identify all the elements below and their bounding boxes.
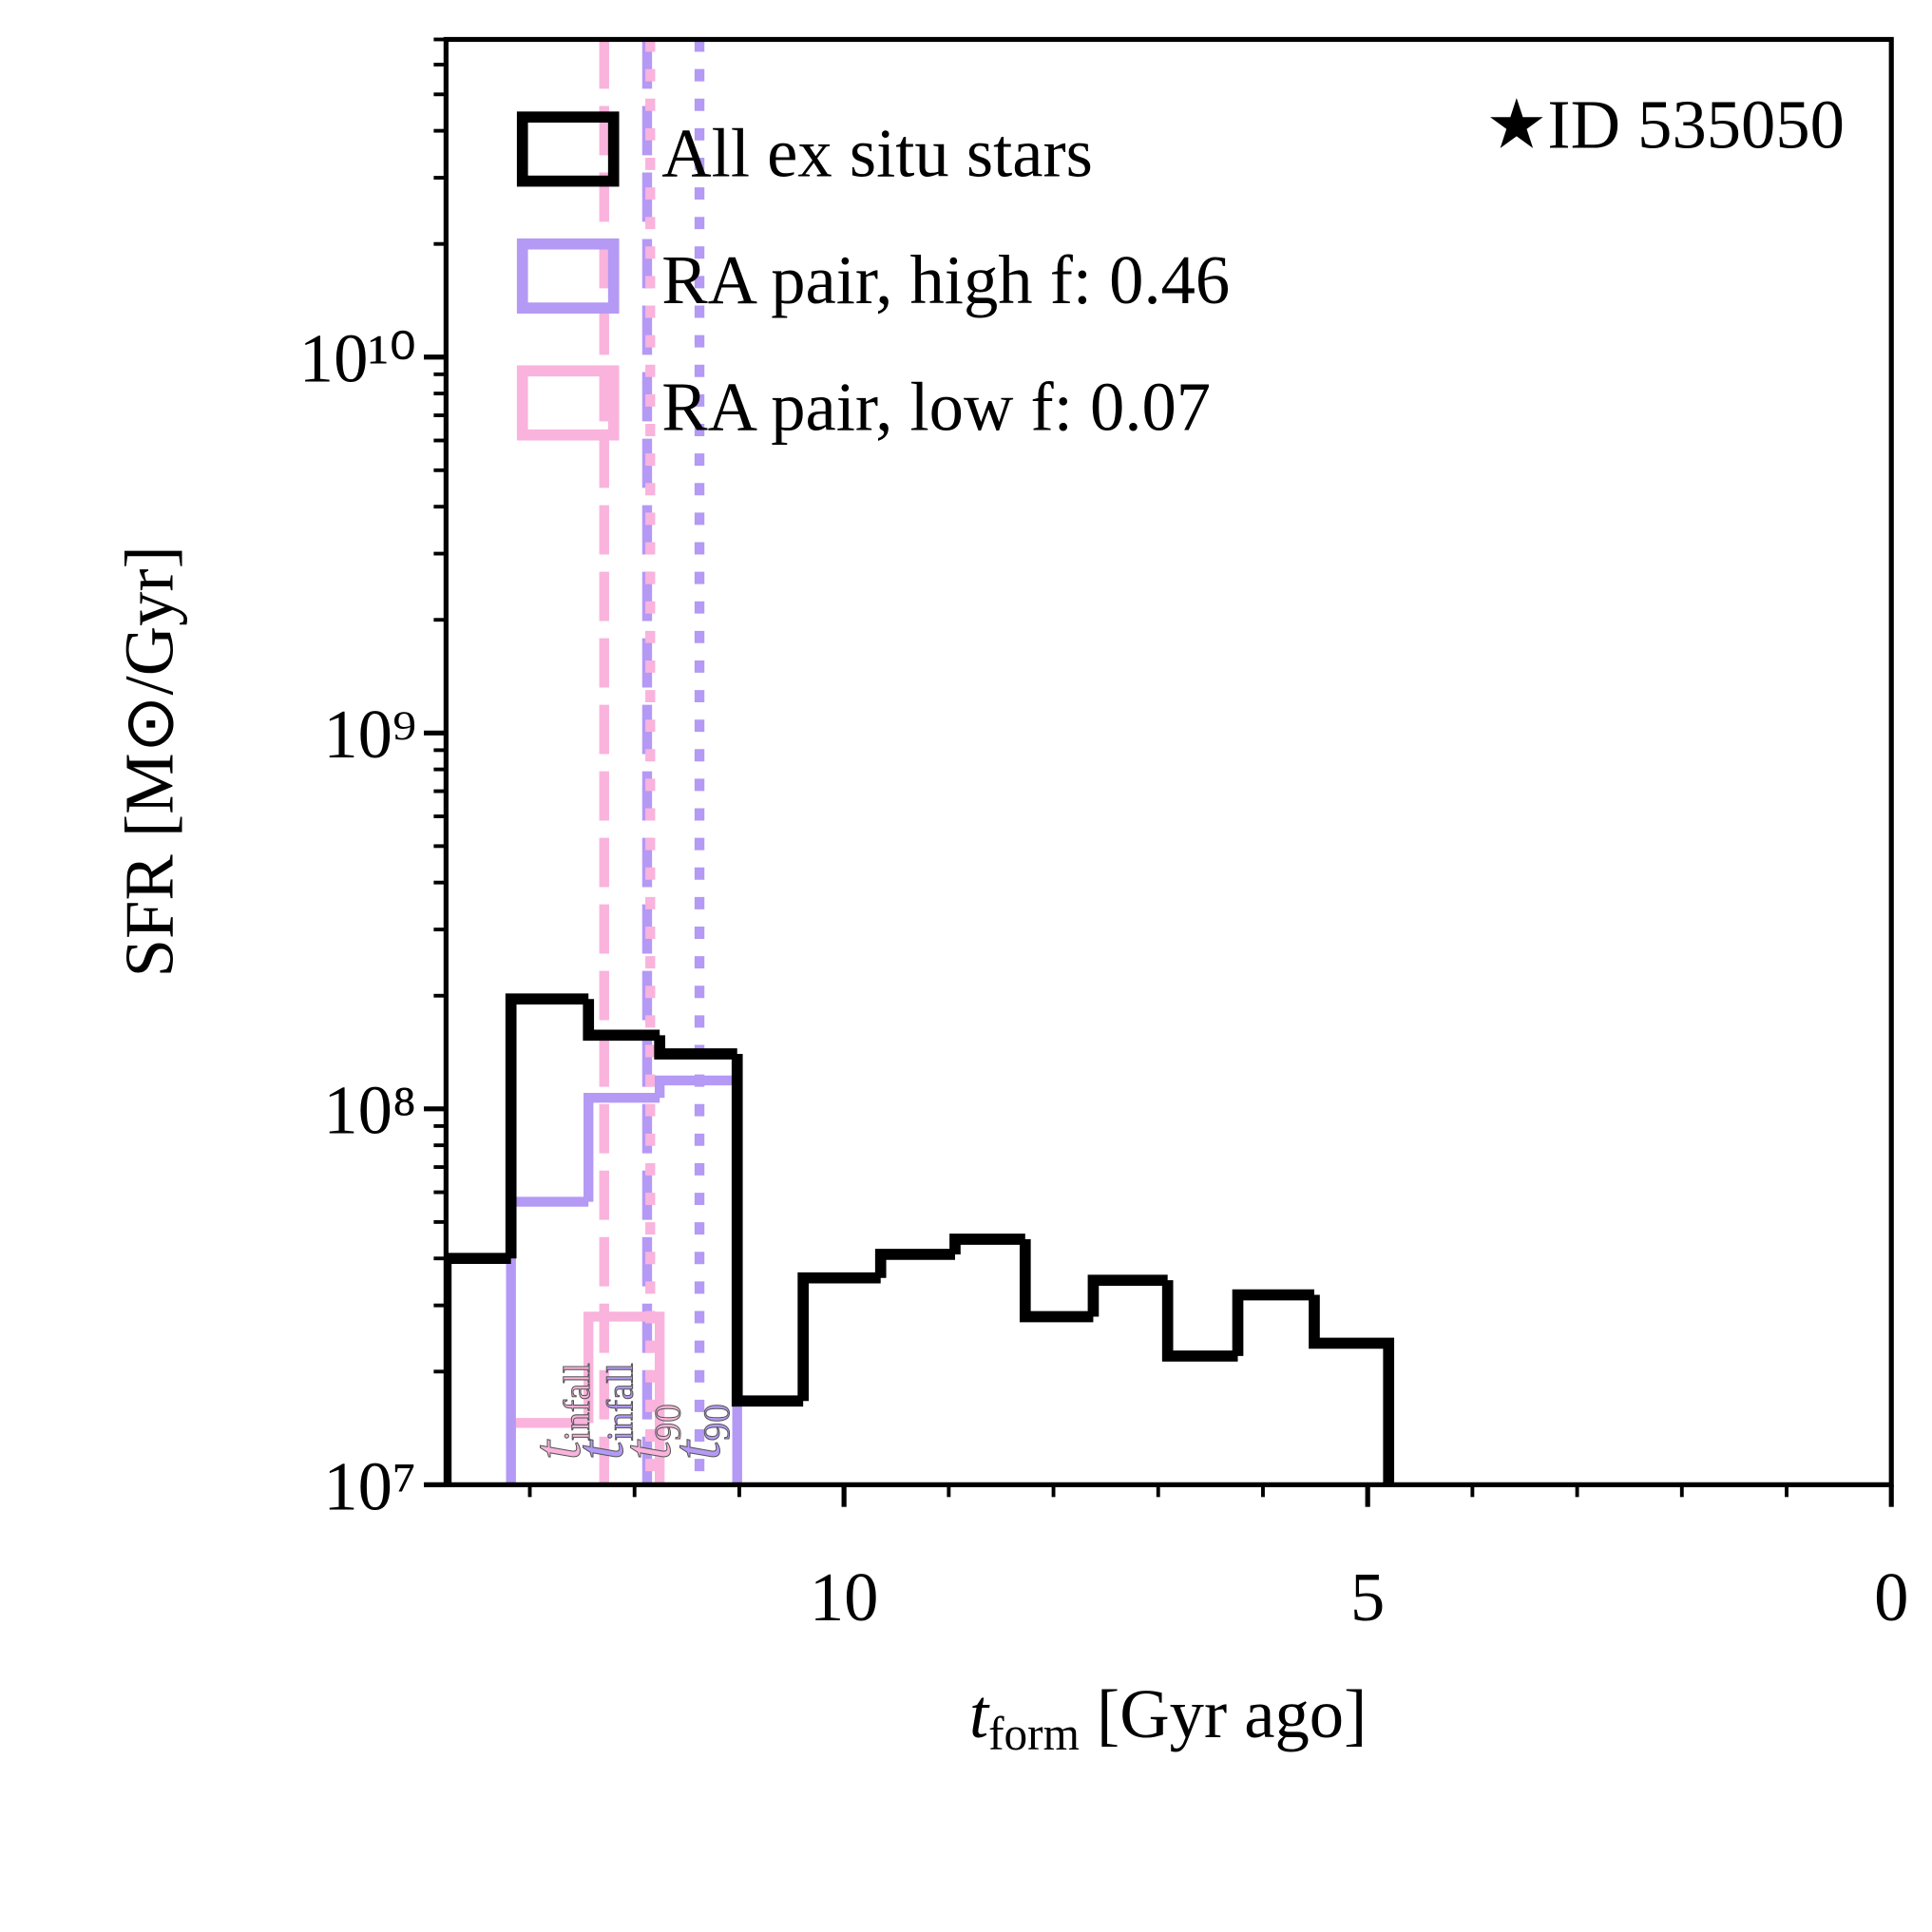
marker-label: t90	[608, 1404, 688, 1460]
marker-label-sub: infall	[557, 1363, 598, 1441]
histogram-step	[1161, 1280, 1238, 1362]
marker-label: tinfall	[518, 1363, 598, 1460]
histogram-step	[1019, 1238, 1094, 1323]
marker-label: tinfall	[561, 1363, 641, 1460]
x-label-main: t	[969, 1675, 990, 1752]
legend-swatch	[516, 111, 620, 187]
marker-label-sub: 90	[647, 1404, 688, 1441]
marker-label: t90	[658, 1404, 737, 1460]
histogram-step	[1232, 1289, 1314, 1356]
y-tick-label: 10⁹	[323, 696, 416, 773]
legend-swatch	[516, 365, 620, 441]
histogram-step	[505, 993, 589, 1259]
x-axis-label: tform [Gyr ago]	[969, 1675, 1367, 1760]
marker-label-main: t	[608, 1439, 685, 1460]
legend-swatch	[516, 238, 620, 314]
x-tick-label: 0	[1874, 1559, 1908, 1636]
marker-label-main: t	[561, 1439, 638, 1460]
x-label-sub: form	[988, 1708, 1080, 1760]
histogram-step	[446, 1253, 511, 1485]
x-tick-label: 5	[1350, 1559, 1385, 1636]
histogram-step	[874, 1249, 955, 1278]
legend-label: All ex situ stars	[661, 114, 1093, 191]
marker-label-sub: infall	[600, 1363, 641, 1441]
x-label-rest: [Gyr ago]	[1080, 1675, 1367, 1752]
histogram-step	[654, 1035, 737, 1060]
histogram-step	[949, 1234, 1025, 1254]
histogram-step	[583, 1311, 665, 1485]
histogram-step	[797, 1272, 881, 1402]
marker-label-main: t	[518, 1439, 595, 1460]
y-tick-label: 10⁷	[323, 1447, 416, 1524]
histogram-step	[583, 1093, 660, 1202]
legend-label: RA pair, low f: 0.07	[661, 368, 1211, 445]
y-tick-label: 10⁸	[323, 1072, 416, 1149]
marker-label-main: t	[658, 1439, 735, 1460]
axes-frame	[443, 36, 1894, 1487]
histogram-step	[1087, 1274, 1168, 1317]
x-tick-label: 10	[810, 1559, 879, 1636]
annotation: ★ID 535050	[1485, 86, 1845, 163]
histogram-step	[1309, 1294, 1395, 1485]
histogram-step	[731, 1054, 804, 1407]
plot-area	[446, 39, 1395, 1485]
y-tick-label: 10¹⁰	[299, 320, 416, 397]
marker-label-sub: 90	[697, 1404, 737, 1441]
y-axis-label: SFR [M⊙/Gyr]	[111, 545, 188, 977]
legend-label: RA pair, high f: 0.46	[661, 241, 1230, 318]
histogram-step	[583, 999, 660, 1042]
